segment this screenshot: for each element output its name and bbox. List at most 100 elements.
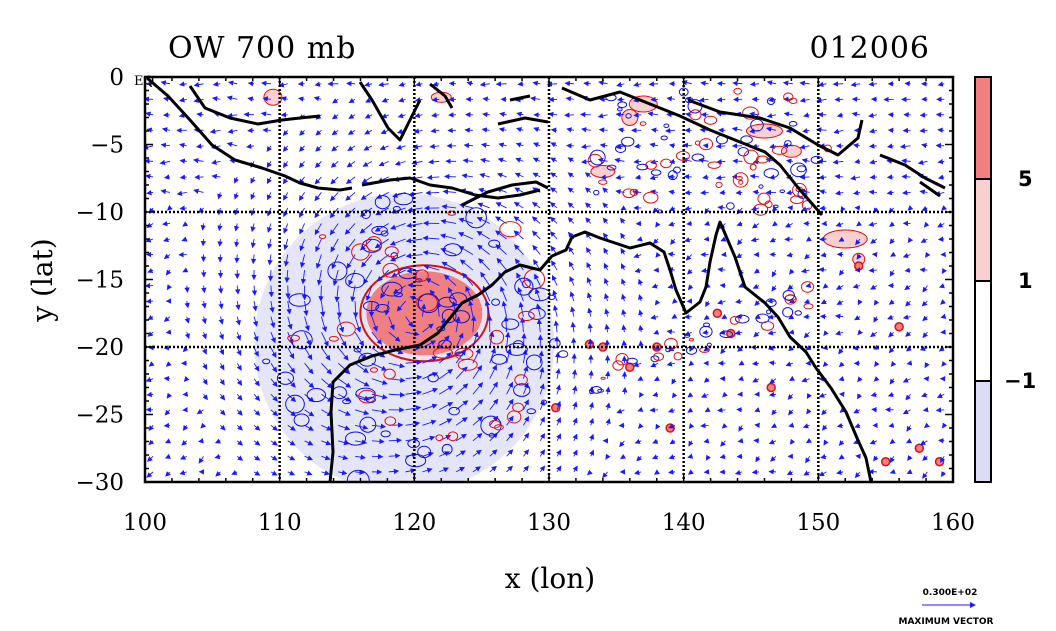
wind-vector	[856, 253, 862, 260]
wind-vector	[716, 158, 726, 165]
wind-vector	[506, 415, 514, 426]
y-tick-labels: 0 −5 −10 −15 −20 −25 −30	[75, 65, 124, 496]
wind-vector	[480, 157, 490, 164]
wind-vector	[282, 161, 289, 169]
wind-vector	[145, 158, 154, 164]
wind-vector	[874, 361, 880, 367]
wind-vector	[359, 223, 373, 234]
wind-vector	[250, 223, 256, 233]
wind-vector	[702, 174, 709, 180]
wind-vector	[703, 377, 710, 383]
wind-vector	[834, 173, 844, 180]
wind-vector	[789, 375, 796, 382]
wind-vector	[196, 111, 204, 118]
wind-vector	[345, 176, 356, 184]
wind-vector	[651, 283, 659, 289]
wind-vector	[455, 383, 469, 395]
wind-vector	[479, 81, 490, 88]
wind-vector	[468, 300, 474, 317]
wind-vector	[836, 469, 844, 475]
wind-vector	[701, 392, 709, 398]
x-tick-label: 140	[662, 510, 706, 536]
wind-vector	[283, 223, 289, 234]
wind-vector	[581, 159, 591, 165]
wind-vector	[478, 258, 491, 271]
wind-vector	[539, 399, 545, 410]
wind-vector	[304, 362, 314, 375]
wind-vector	[267, 192, 272, 201]
wind-vector	[476, 231, 490, 240]
wind-vector	[890, 251, 897, 257]
wind-vector	[834, 313, 844, 320]
wind-vector	[219, 347, 225, 356]
wind-vector	[670, 238, 676, 245]
wind-vector	[405, 253, 423, 259]
wind-vector	[835, 221, 844, 227]
wind-vector	[703, 438, 710, 444]
wind-vector	[687, 392, 694, 398]
wind-vector	[717, 267, 726, 273]
wind-vector	[253, 378, 260, 387]
wind-vector	[921, 392, 928, 398]
wind-vector	[214, 438, 221, 444]
wind-vector	[532, 244, 541, 255]
wind-vector	[722, 391, 728, 398]
wind-vector	[179, 81, 187, 87]
wind-vector	[506, 432, 514, 442]
wind-vector	[572, 465, 578, 473]
wind-vector	[422, 235, 440, 241]
wind-vector	[539, 416, 545, 426]
wind-vector	[217, 207, 223, 216]
wind-vector	[165, 438, 172, 444]
wind-vector	[321, 331, 329, 347]
wind-vector	[634, 174, 642, 180]
wind-vector	[315, 254, 322, 269]
wind-vector	[738, 425, 744, 432]
wind-vector	[550, 157, 558, 163]
wind-vector	[922, 331, 929, 339]
wind-vector	[165, 471, 171, 477]
wind-vector	[466, 80, 474, 87]
wind-vector	[252, 301, 258, 312]
wind-vector	[855, 238, 861, 246]
wind-vector	[555, 384, 561, 395]
wind-vector	[654, 469, 660, 475]
wind-vector	[498, 271, 507, 286]
wind-vector	[906, 360, 913, 366]
wind-vector	[165, 269, 172, 276]
wind-vector	[299, 254, 306, 268]
wind-vector	[921, 205, 928, 211]
wind-vector	[856, 220, 863, 227]
wind-vector	[334, 285, 340, 303]
wind-vector	[536, 318, 543, 333]
wind-vector	[439, 402, 454, 411]
wind-vector	[619, 440, 625, 448]
wind-vector	[406, 222, 423, 228]
wind-vector	[633, 253, 642, 259]
wind-vector	[919, 127, 928, 134]
wind-vector	[754, 407, 761, 413]
ow-contour	[415, 278, 423, 283]
wind-vector	[181, 440, 188, 446]
wind-vector	[751, 223, 760, 229]
wind-vector	[552, 304, 559, 317]
wind-vector	[514, 187, 524, 193]
wind-vector	[331, 129, 339, 136]
wind-vector	[499, 111, 507, 118]
wind-vector	[202, 378, 208, 386]
wind-vector	[940, 299, 947, 305]
wind-vector	[354, 316, 362, 333]
wind-vector	[480, 142, 490, 148]
wind-vector	[889, 468, 896, 475]
wind-vector	[193, 81, 204, 88]
wind-vector	[250, 254, 257, 265]
wind-vector	[330, 176, 339, 185]
wind-vector	[146, 471, 154, 478]
wind-vector	[836, 299, 844, 305]
wind-vector	[786, 470, 793, 475]
wind-vector	[585, 247, 592, 255]
wind-vector	[937, 81, 945, 87]
wind-vector	[539, 432, 545, 442]
wind-vector	[533, 142, 541, 148]
wind-vector	[771, 285, 777, 292]
